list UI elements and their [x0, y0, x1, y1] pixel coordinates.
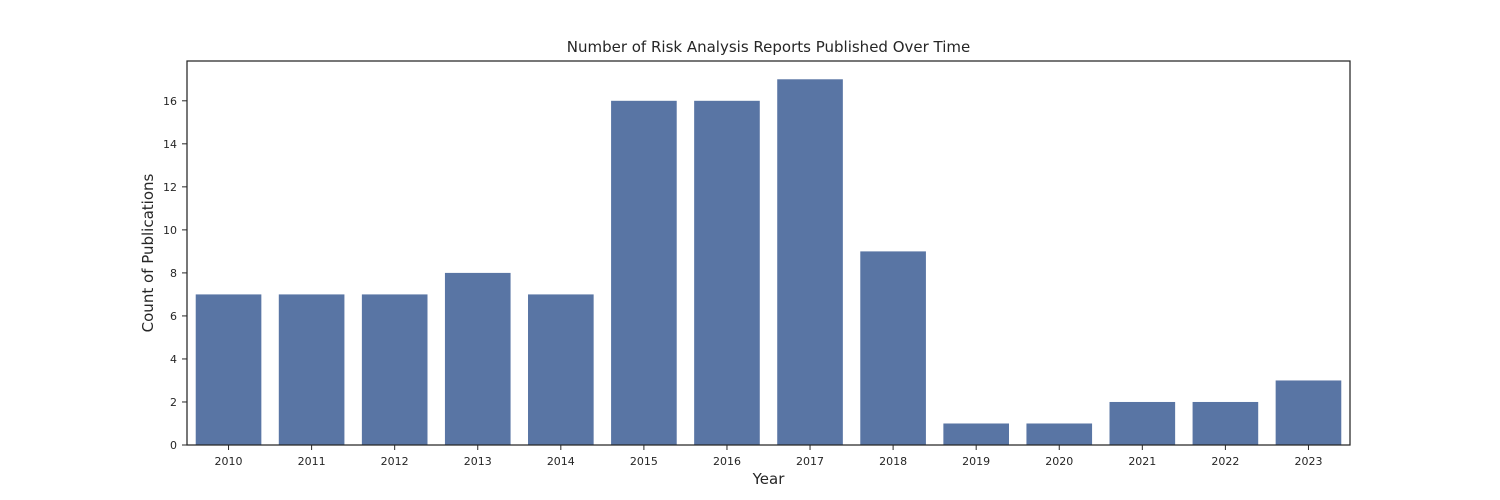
y-tick-label-8: 8: [170, 267, 177, 280]
bar-2013: [444, 272, 511, 445]
x-tick-label-2013: 2013: [464, 455, 492, 468]
bar-2018: [860, 251, 926, 445]
y-tick-label-14: 14: [163, 138, 177, 151]
x-tick-label-2017: 2017: [796, 455, 824, 468]
bar-2015: [611, 100, 677, 446]
x-tick-label-2011: 2011: [298, 455, 326, 468]
y-tick-label-10: 10: [163, 224, 177, 237]
bar-2019: [943, 423, 1009, 445]
x-tick-label-2022: 2022: [1211, 455, 1239, 468]
bar-2017: [777, 79, 843, 445]
x-tick-label-2018: 2018: [879, 455, 907, 468]
bar-2022: [1192, 401, 1259, 445]
bar-2010: [195, 294, 262, 445]
y-tick-label-2: 2: [170, 396, 177, 409]
x-tick-label-2021: 2021: [1128, 455, 1156, 468]
y-axis-title: Count of Publications: [139, 173, 157, 332]
x-tick-label-2023: 2023: [1294, 455, 1322, 468]
x-tick-label-2020: 2020: [1045, 455, 1073, 468]
x-tick-label-2016: 2016: [713, 455, 741, 468]
bar-2014: [528, 294, 594, 445]
y-tick-label-16: 16: [163, 95, 177, 108]
bar-2023: [1275, 380, 1342, 445]
bar-2011: [278, 294, 345, 445]
y-tick-label-4: 4: [170, 353, 177, 366]
plot-frame: [186, 60, 1351, 446]
bar-2012: [361, 294, 428, 445]
y-tick-label-0: 0: [170, 439, 177, 452]
y-tick-label-6: 6: [170, 310, 177, 323]
bar-2016: [694, 100, 760, 446]
x-axis-title: Year: [752, 470, 786, 488]
bar-2020: [1026, 423, 1093, 445]
x-tick-label-2014: 2014: [547, 455, 575, 468]
ticks-layer: 2010 2011 2012 2013 2014 2015 2016 2017 2018 2019…: [163, 95, 1322, 468]
bar-2021: [1109, 401, 1176, 445]
x-tick-label-2010: 2010: [215, 455, 243, 468]
x-tick-label-2012: 2012: [381, 455, 409, 468]
x-tick-label-2019: 2019: [962, 455, 990, 468]
y-tick-label-12: 12: [163, 181, 177, 194]
chart-title: Number of Risk Analysis Reports Publishe…: [567, 38, 971, 56]
bars-layer: [195, 79, 1342, 446]
x-tick-label-2015: 2015: [630, 455, 658, 468]
